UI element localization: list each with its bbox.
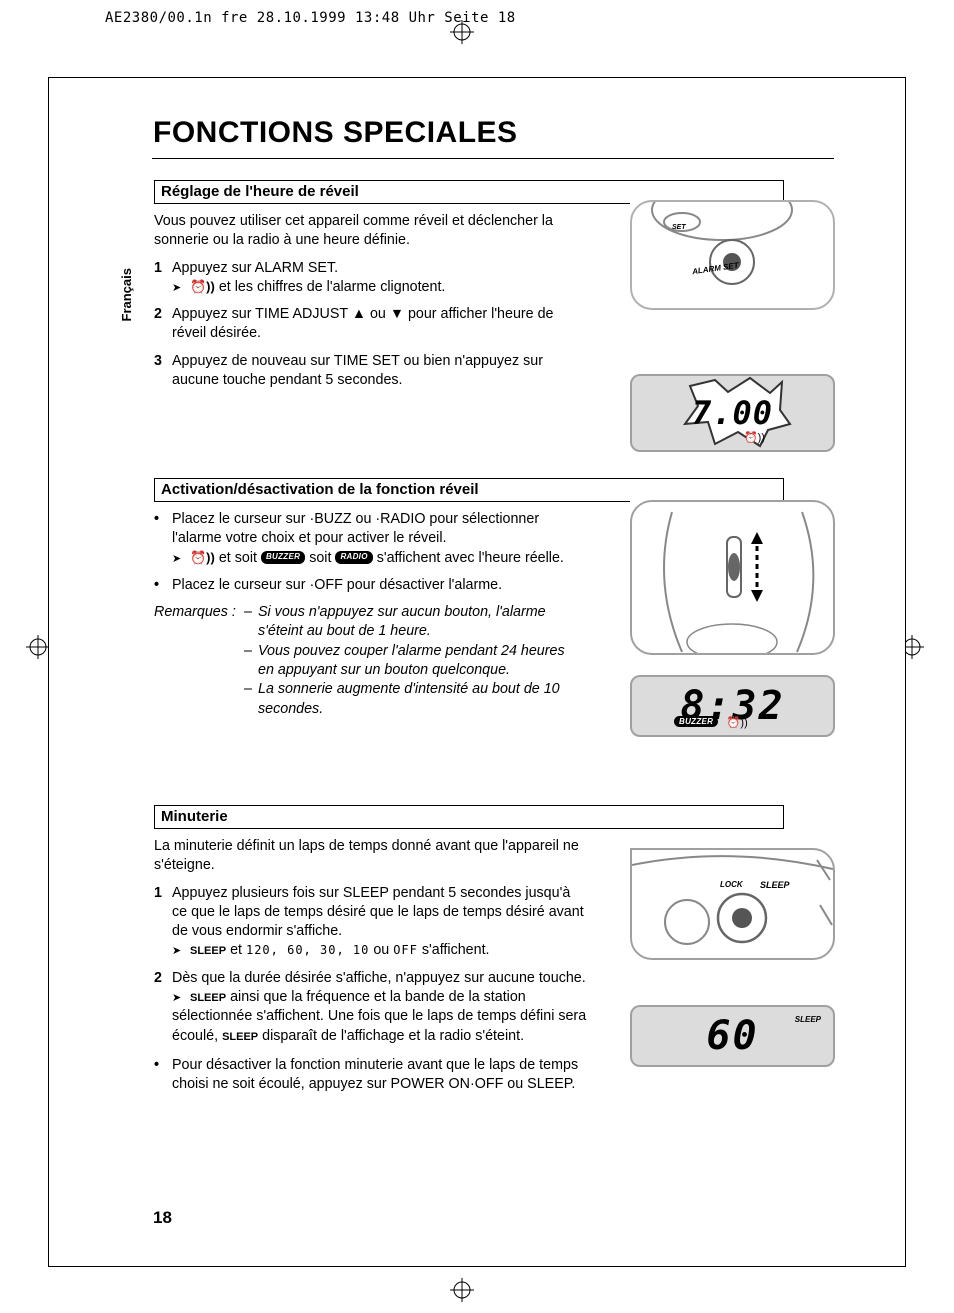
step-3: 3 Appuyez de nouveau sur TIME SET ou bie… xyxy=(154,352,574,391)
buzzer-pill-icon: BUZZER xyxy=(674,716,718,727)
set-label: SET xyxy=(672,224,686,231)
step-2: 2 Appuyez sur TIME ADJUST ▲ ou ▼ pour af… xyxy=(154,305,574,344)
alarm-icon: ⏰)) xyxy=(190,278,215,296)
step-2: 2 Dès que la durée désirée s'affiche, n'… xyxy=(154,969,589,1046)
remarks-block: Remarques : – Si vous n'appuyez sur aucu… xyxy=(154,603,584,719)
bullet-item: Placez le curseur sur ·BUZZ ou ·RADIO po… xyxy=(154,510,584,568)
radio-pill-icon: RADIO xyxy=(335,551,372,564)
illustration-slider xyxy=(630,500,835,655)
section3-intro: La minuterie définit un laps de temps do… xyxy=(154,837,589,876)
lock-label: LOCK xyxy=(720,880,743,889)
alarm-icon: ⏰)) xyxy=(190,549,215,567)
sleep-label: SLEEP xyxy=(190,945,226,957)
sleep-off: OFF xyxy=(393,943,418,957)
section1-intro: Vous pouvez utiliser cet appareil comme … xyxy=(154,212,574,251)
section-heading: Activation/désactivation de la fonction … xyxy=(154,478,784,502)
language-tab: Français xyxy=(119,268,134,321)
page-number: 18 xyxy=(153,1208,172,1228)
illustration-sleep-button: LOCK SLEEP xyxy=(630,848,835,960)
illustration-alarm-set: ALARM SET SET xyxy=(630,200,835,310)
section-heading: Minuterie xyxy=(154,805,784,829)
step-1: 1 Appuyez plusieurs fois sur SLEEP penda… xyxy=(154,884,589,961)
sleep-values: 120, 60, 30, 10 xyxy=(246,943,369,957)
sleep-label: SLEEP xyxy=(760,880,790,890)
illustration-lcd-832: 8:32 BUZZER ⏰)) xyxy=(630,675,835,737)
alarm-icon: ⏰)) xyxy=(727,717,748,729)
lcd-time: 7.00 xyxy=(692,394,773,432)
page-frame: FONCTIONS SPECIALES Français Réglage de … xyxy=(48,77,906,1267)
buzzer-pill-icon: BUZZER xyxy=(261,551,305,564)
sleep-tag: SLEEP xyxy=(795,1015,821,1024)
alarm-icon: ⏰)) xyxy=(744,431,765,444)
illustration-lcd-700: 7.00 ⏰)) xyxy=(630,374,835,452)
registration-mark-icon xyxy=(450,1278,474,1302)
registration-mark-icon xyxy=(26,635,50,659)
page-title: FONCTIONS SPECIALES xyxy=(153,116,518,150)
registration-mark-icon xyxy=(450,20,474,44)
sleep-label: SLEEP xyxy=(222,1031,258,1043)
sleep-label: SLEEP xyxy=(190,992,226,1004)
bullet-item: Placez le curseur sur ·OFF pour désactiv… xyxy=(154,576,584,595)
illustration-lcd-60: 60 SLEEP xyxy=(630,1005,835,1067)
step-1: 1 Appuyez sur ALARM SET. ⏰)) et les chif… xyxy=(154,259,574,298)
lcd-value: 60 xyxy=(706,1013,758,1059)
bullet-item: Pour désactiver la fonction minuterie av… xyxy=(154,1056,589,1095)
title-rule xyxy=(152,158,834,159)
